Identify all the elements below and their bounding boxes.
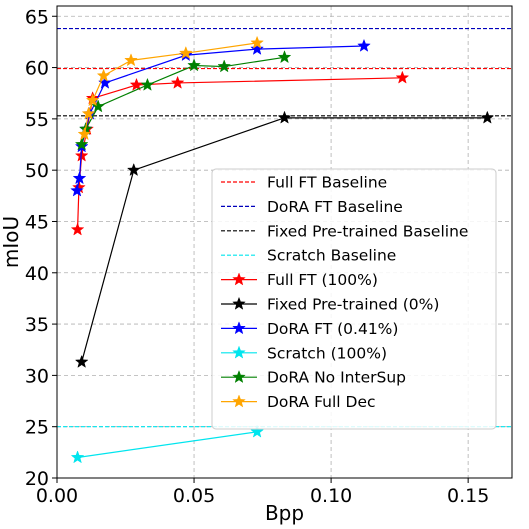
legend-star-marker	[232, 296, 246, 310]
x-tick-label: 0.05	[173, 485, 215, 507]
data-point-star	[187, 58, 201, 72]
x-tick-label: 0.10	[310, 485, 352, 507]
legend-entry: DoRA Full Dec	[221, 393, 376, 411]
y-axis-label: mIoU	[0, 216, 23, 268]
legend-entry: Scratch Baseline	[221, 247, 396, 265]
data-point-star	[395, 70, 410, 84]
data-point-star	[250, 41, 264, 55]
legend-star-marker	[232, 321, 246, 335]
legend-entry: Fixed Pre-trained Baseline	[221, 222, 468, 240]
x-tick-label: 0.15	[447, 485, 489, 507]
y-tick-label: 25	[25, 417, 49, 439]
y-tick-label: 20	[25, 468, 49, 490]
data-point-star	[140, 77, 155, 91]
data-point-star	[178, 45, 193, 60]
legend-entry: DoRA No InterSup	[221, 369, 406, 387]
legend-star-marker	[232, 272, 246, 286]
series-scratch-100	[70, 424, 264, 464]
legend-label: Fixed Pre-trained (0%)	[267, 296, 439, 314]
data-point-star	[85, 93, 100, 107]
data-point-star	[72, 171, 87, 185]
x-axis-label: Bpp	[265, 501, 304, 525]
legend-entry: Scratch (100%)	[221, 344, 387, 362]
series-line	[77, 431, 258, 459]
data-point-star	[74, 137, 89, 151]
data-point-star	[170, 75, 185, 89]
series-fixed-pre-trained-0	[74, 110, 495, 368]
y-tick-label: 40	[25, 263, 49, 285]
legend-label: Full FT Baseline	[267, 174, 387, 192]
plot-frame	[56, 5, 513, 479]
legend-label: Scratch Baseline	[267, 247, 396, 265]
legend-entry: DoRA FT Baseline	[221, 198, 403, 216]
legend-label: Scratch (100%)	[267, 344, 387, 362]
data-point-star	[217, 59, 232, 73]
y-tick-label: 55	[25, 109, 49, 131]
data-point-star	[357, 38, 371, 52]
legend-entry: Full FT (100%)	[221, 271, 378, 289]
legend: Full FT Baseline DoRA FT Baseline Fixed Pr…	[211, 168, 497, 430]
y-tick-label: 35	[25, 314, 49, 336]
data-point-star	[70, 222, 85, 236]
y-tick-label: 30	[25, 365, 49, 387]
y-tick-label: 45	[25, 211, 49, 233]
legend-label: DoRA No InterSup	[267, 369, 406, 387]
series-dora-no-intersup	[74, 50, 292, 151]
legend-label: Full FT (100%)	[267, 271, 378, 289]
legend-label: DoRA Full Dec	[267, 393, 376, 411]
legend-label: DoRA FT Baseline	[267, 198, 403, 216]
y-tick-label: 65	[25, 6, 49, 28]
series-layer	[70, 35, 495, 464]
data-point-star	[77, 127, 92, 141]
series-line	[81, 117, 488, 363]
data-point-star	[70, 450, 85, 464]
data-point-star	[250, 424, 264, 438]
axis-ticks: 0.00 0.05 0.10 0.15 20 25 30 35 40 45 50 55 60 65	[25, 6, 489, 507]
y-tick-label: 50	[25, 160, 49, 182]
y-tick-label: 60	[25, 58, 49, 80]
data-point-star	[277, 50, 292, 64]
legend-star-marker	[232, 345, 246, 359]
legend-label: DoRA FT (0.41%)	[267, 320, 398, 338]
data-point-star	[74, 354, 89, 368]
data-point-star	[277, 110, 292, 124]
data-point-star	[91, 99, 105, 113]
series-line	[83, 42, 258, 135]
x-tick-label: 0.00	[36, 485, 78, 507]
data-point-star	[70, 183, 84, 197]
legend-star-marker	[232, 369, 246, 384]
legend-entry: Fixed Pre-trained (0%)	[221, 296, 439, 314]
data-point-star	[96, 68, 111, 82]
legend-box	[211, 168, 497, 430]
data-point-star	[124, 53, 138, 67]
legend-star-marker	[232, 394, 246, 408]
data-point-star	[480, 110, 495, 124]
legend-entry: DoRA FT (0.41%)	[221, 320, 398, 338]
data-point-star	[250, 35, 264, 49]
series-dora-full-dec	[77, 35, 264, 141]
legend-label: Fixed Pre-trained Baseline	[267, 222, 468, 240]
legend-entry: Full FT Baseline	[221, 174, 387, 192]
data-point-star	[81, 106, 96, 120]
data-point-star	[126, 162, 141, 177]
